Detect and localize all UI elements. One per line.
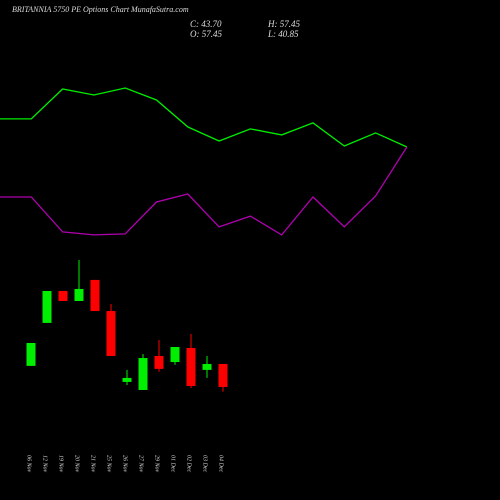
chart-title: BRITANNIA 5750 PE Options Chart MunafaSu… — [12, 5, 189, 14]
candle-body — [42, 290, 52, 323]
x-tick-label: 06 Nov — [26, 455, 32, 473]
candle-body — [186, 347, 196, 386]
candle-body — [138, 358, 148, 390]
indicator-line — [0, 87, 408, 148]
x-tick-label: 04 Dec — [218, 455, 225, 472]
x-tick-label: 21 Nov — [90, 455, 96, 473]
candle-body — [58, 290, 68, 302]
open-info: O: 57.45 — [190, 29, 222, 39]
candle-body — [74, 288, 84, 302]
x-tick-label: 03 Dec — [202, 455, 208, 472]
x-tick-label: 25 Nov — [106, 455, 112, 473]
candle-body — [122, 377, 132, 382]
candle-body — [90, 279, 100, 312]
x-tick-label: 20 Nov — [74, 455, 80, 473]
x-tick-label: 01 Dec — [170, 455, 176, 472]
x-tick-label: 26 Nov — [122, 455, 128, 473]
candle-body — [26, 342, 36, 366]
candle-body — [106, 311, 116, 357]
candle-body — [202, 363, 212, 370]
candle-body — [218, 363, 228, 387]
x-tick-label: 12 Nov — [42, 455, 48, 473]
indicator-line — [0, 146, 408, 236]
candle-body — [170, 346, 180, 363]
x-tick-label: 27 Nov — [138, 455, 144, 473]
candle-body — [154, 356, 164, 369]
x-tick-label: 02 Dec — [186, 455, 192, 472]
high-info: H: 57.45 — [267, 19, 300, 29]
x-tick-label: 29 Nov — [154, 455, 160, 473]
low-info: L: 40.85 — [267, 29, 299, 39]
close-info: C: 43.70 — [190, 19, 222, 29]
x-tick-label: 19 Nov — [58, 455, 64, 473]
